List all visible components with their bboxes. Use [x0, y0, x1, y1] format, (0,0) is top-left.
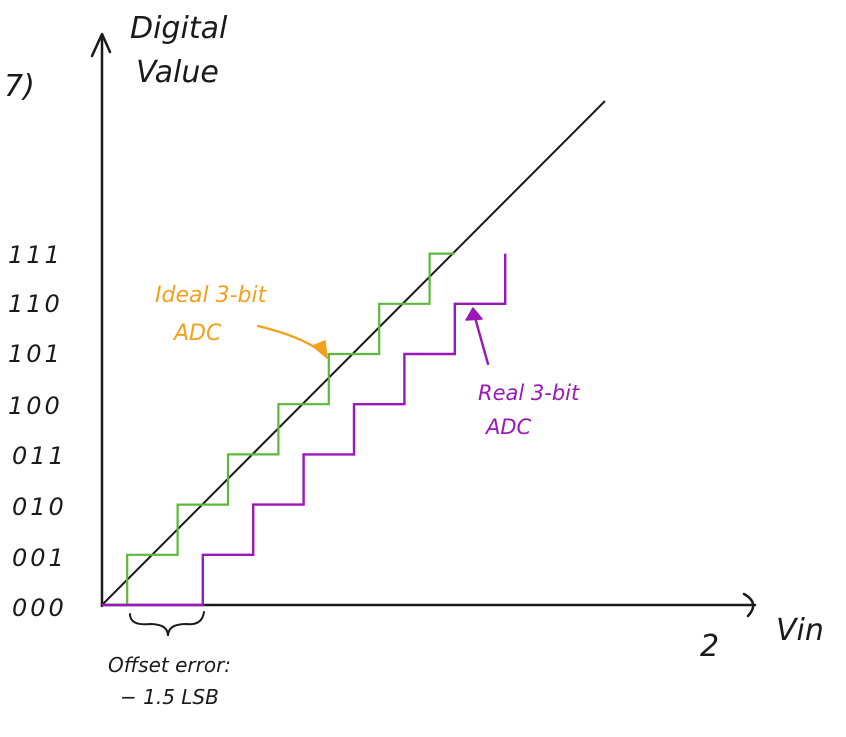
offset-brace	[129, 611, 205, 637]
y-tick-000: 000	[12, 594, 67, 622]
x-axis-title: Vin	[776, 613, 824, 648]
x-axis-max-label: 2	[700, 629, 719, 664]
y-tick-110: 110	[8, 290, 63, 318]
y-axis-arrowhead	[90, 32, 112, 58]
axes	[90, 32, 757, 618]
ideal-adc-label-line2: ADC	[172, 321, 222, 346]
offset-error-label-line2: − 1.5 LSB	[120, 685, 219, 709]
real-adc-arrowhead	[465, 307, 483, 321]
real-adc-label-line1: Real 3-bit	[478, 381, 580, 405]
y-tick-100: 100	[8, 392, 63, 420]
y-axis-title-line1: Digital	[130, 11, 228, 46]
real-adc-pointer-arrow	[472, 312, 490, 366]
y-tick-001: 001	[12, 544, 67, 572]
y-tick-labels: 000 001 010 011 100 101 110 111	[8, 241, 67, 622]
ideal-adc-arrowhead	[312, 340, 328, 359]
y-tick-010: 010	[12, 493, 67, 521]
ideal-adc-label-line1: Ideal 3-bit	[155, 283, 268, 308]
y-tick-111: 111	[8, 241, 63, 269]
y-tick-011: 011	[12, 442, 67, 470]
real-adc-staircase	[102, 253, 507, 607]
y-axis-title-line2: Value	[136, 55, 219, 90]
ideal-adc-pointer-arrow	[256, 324, 324, 354]
x-axis-arrowhead	[742, 592, 755, 618]
ideal-adc-staircase	[102, 252, 455, 607]
problem-number: 7)	[4, 69, 35, 104]
offset-error-label-line1: Offset error:	[108, 653, 231, 677]
y-tick-101: 101	[8, 340, 63, 368]
real-adc-label-line2: ADC	[484, 415, 532, 439]
